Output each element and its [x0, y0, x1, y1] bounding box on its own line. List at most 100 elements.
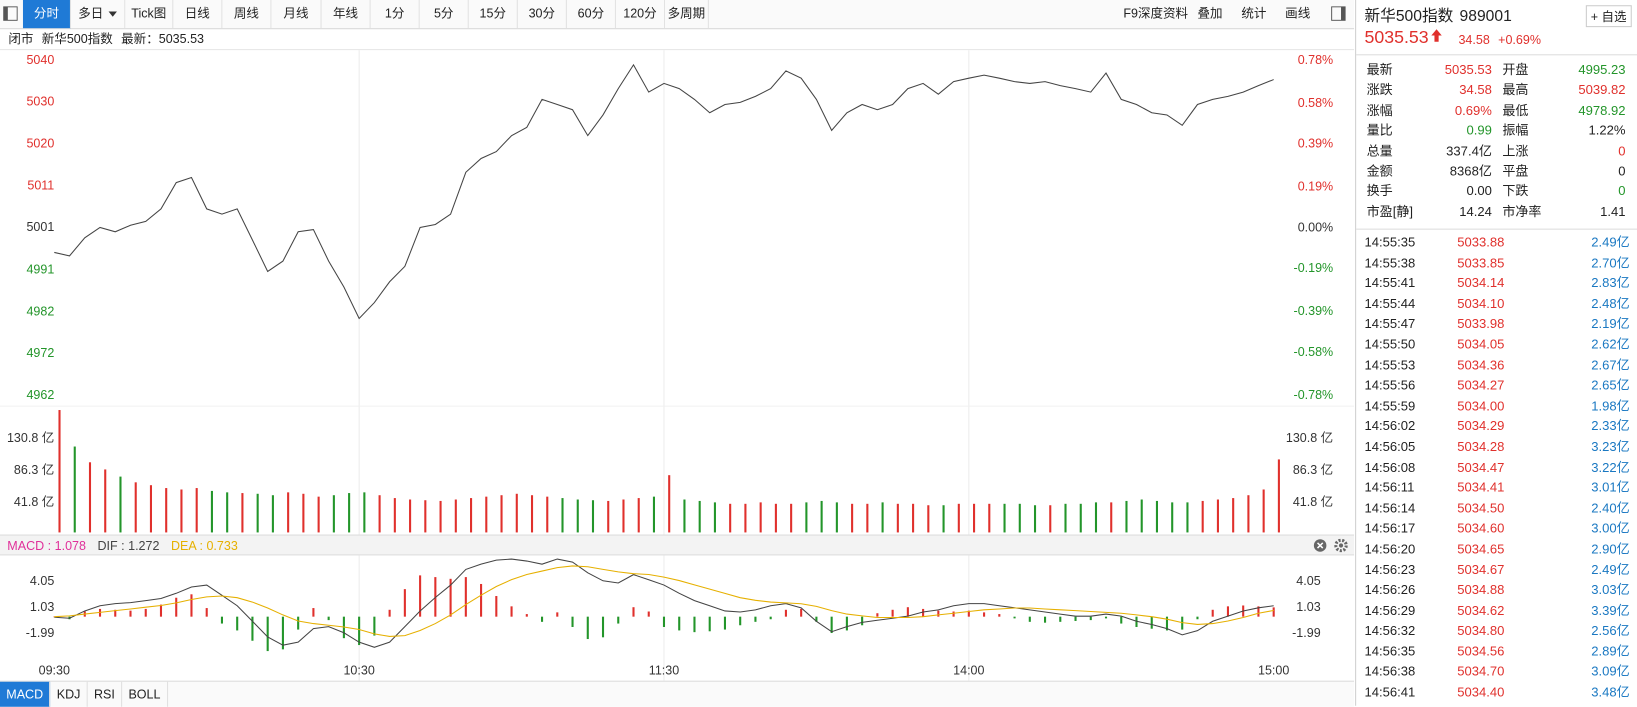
toolbar-button[interactable]: 画线	[1285, 6, 1311, 21]
y2-tick-label: 0.58%	[1298, 96, 1333, 110]
macd-bar	[1165, 616, 1169, 631]
toolbar-button[interactable]: 月线	[271, 0, 322, 29]
indicator-tab[interactable]: BOLL	[122, 681, 168, 707]
indicator-tab[interactable]: KDJ	[50, 681, 88, 707]
trade-row: 14:56:23 5034.67 2.49亿	[1356, 560, 1637, 580]
stats-value: 0	[1618, 143, 1626, 159]
toolbar-button[interactable]: 分时	[22, 0, 71, 29]
macd-bar	[769, 616, 772, 620]
stats-label: 最高	[1502, 82, 1529, 98]
volume-bar	[912, 503, 915, 533]
toolbar-button[interactable]: 周线	[222, 0, 272, 29]
trade-time: 14:55:59	[1364, 398, 1416, 414]
trade-price: 5033.85	[1457, 255, 1505, 270]
toolbar-button[interactable]: 叠加	[1197, 6, 1223, 21]
macd-bar	[144, 608, 147, 617]
volume-bar	[1094, 502, 1098, 533]
volume-bar	[393, 498, 396, 533]
trade-amount: 3.01亿	[1591, 480, 1630, 495]
stats-label: 最新	[1366, 62, 1393, 78]
stats-label: 金额	[1366, 163, 1393, 179]
y-tick-label: 5011	[27, 178, 54, 192]
trades-list: 14:55:35 5033.88 2.49亿 14:55:38 5033.85 2.70亿…	[1356, 233, 1637, 703]
toolbar-button[interactable]: 30分	[518, 0, 567, 29]
stats-value: 5039.82	[1578, 82, 1626, 98]
sidebar-toggle-icon[interactable]	[1331, 6, 1346, 21]
indicator-tab[interactable]: MACD	[0, 681, 51, 707]
macd-bar	[647, 611, 650, 617]
trade-amount: 2.62亿	[1591, 337, 1630, 352]
quote-percent: +0.69%	[1498, 32, 1541, 47]
toolbar-button[interactable]: 5分	[420, 0, 469, 29]
trade-time: 14:56:38	[1364, 664, 1416, 680]
macd-bar	[937, 610, 940, 617]
toolbar-button[interactable]: 60分	[567, 0, 616, 29]
stats-value: 1.22%	[1588, 123, 1626, 138]
dropdown-arrow	[108, 11, 117, 18]
macd-bar	[1089, 616, 1092, 621]
toolbar-button[interactable]: 120分	[616, 0, 666, 29]
toolbar-button[interactable]: 年线	[322, 0, 371, 29]
volume-bar	[454, 499, 457, 533]
stats-label: 总量	[1366, 143, 1393, 159]
stats-value: 0.99	[1466, 123, 1492, 138]
trade-price: 5034.40	[1457, 684, 1505, 700]
stats-row: 金额 8368亿 平盘 0	[1356, 162, 1637, 182]
stats-value: 0	[1618, 184, 1626, 199]
volume-bar	[470, 498, 473, 533]
macd-bar	[175, 597, 178, 617]
macd-bar	[190, 594, 193, 617]
macd-bar	[662, 616, 666, 627]
stats-table: 最新 5035.53 开盘 4995.23 涨跌 34.58 最高 5039.82 涨幅 0.69…	[1356, 54, 1637, 230]
y-tick-label: 41.8 亿	[1293, 495, 1333, 509]
stats-label: 振幅	[1502, 123, 1529, 138]
trade-time: 14:56:14	[1364, 500, 1416, 516]
volume-bar	[988, 503, 991, 533]
volume-bar	[790, 503, 793, 533]
macd-bar	[1044, 616, 1047, 623]
trade-amount: 2.49亿	[1591, 234, 1630, 250]
trade-time: 14:56:41	[1364, 684, 1416, 700]
stats-label: 量比	[1366, 123, 1393, 138]
y-tick-label: 130.8 亿	[7, 431, 54, 445]
toolbar-button[interactable]: 日线	[173, 0, 223, 29]
macd-bar	[1150, 616, 1153, 629]
volume-bar	[957, 503, 960, 533]
volume-bar	[332, 495, 335, 533]
toolbar-button[interactable]: F9深度资料	[1123, 6, 1189, 21]
trade-row: 14:56:20 5034.65 2.90亿	[1356, 540, 1637, 560]
macd-bar	[1211, 609, 1214, 617]
volume-bar	[774, 503, 777, 533]
macd-bar	[525, 614, 528, 617]
toolbar-button[interactable]: 多周期	[665, 0, 709, 29]
stats-label: 涨幅	[1366, 103, 1393, 118]
macd-bar	[800, 608, 803, 617]
macd-bar	[220, 616, 223, 624]
volume-bar	[881, 502, 884, 533]
panel-toggle-icon[interactable]	[3, 6, 18, 21]
toolbar-button[interactable]: 15分	[469, 0, 518, 29]
toolbar-button[interactable]: 1分	[371, 0, 420, 29]
legend-entry: MACD : 1.078	[7, 538, 86, 554]
macd-bar	[1074, 616, 1077, 621]
status-bar: 闭市 新华500指数 最新：5035.53	[0, 29, 1355, 51]
indicator-tab[interactable]: RSI	[88, 681, 123, 707]
indicator-line	[54, 558, 1274, 648]
volume-bar	[287, 492, 290, 533]
macd-bar	[952, 611, 955, 617]
trade-price: 5034.29	[1457, 419, 1505, 434]
toolbar-button[interactable]: 多日	[71, 0, 126, 29]
toolbar-button[interactable]: 统计	[1241, 6, 1267, 21]
settings-icon[interactable]	[1334, 538, 1348, 553]
trade-row: 14:55:56 5034.27 2.65亿	[1356, 376, 1637, 396]
toolbar-button[interactable]: Tick图	[125, 0, 174, 29]
volume-bar	[165, 488, 168, 533]
volume-bar	[1232, 498, 1235, 533]
trade-time: 14:56:02	[1364, 419, 1416, 434]
trade-price: 5034.05	[1457, 337, 1505, 352]
close-icon[interactable]	[1313, 539, 1327, 553]
macd-bar	[159, 604, 163, 617]
macd-bar	[571, 616, 574, 627]
y-tick-label: 86.3 亿	[14, 463, 54, 477]
add-watchlist-button[interactable]: + 自选	[1585, 5, 1632, 28]
